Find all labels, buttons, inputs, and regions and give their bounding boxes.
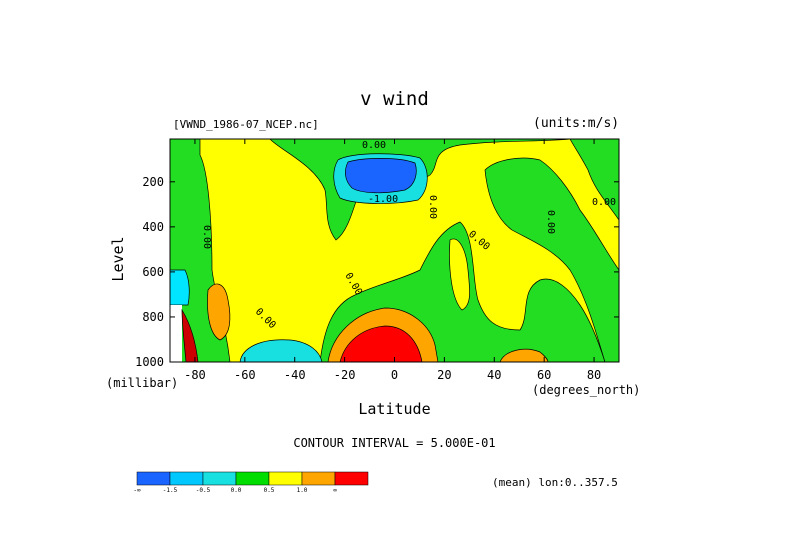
y-unit-label: (millibar): [106, 376, 179, 390]
contour-label: 0.00: [427, 195, 438, 219]
colorbar-swatch: [202, 471, 237, 486]
x-tick-label: -20: [334, 368, 356, 382]
contour-fill-orange-south: [207, 283, 231, 341]
contour-fill-yellow-island: [449, 238, 470, 311]
contour-fill-blue-jet: [345, 158, 417, 194]
units-label: (units:m/s): [533, 116, 620, 131]
mean-longitude-label: (mean) lon:0..357.5: [492, 476, 618, 489]
x-tick-label: -40: [284, 368, 306, 382]
y-axis: 200 400 600 800 1000: [135, 175, 619, 369]
colorbar-label: 0.0: [231, 487, 242, 494]
contour-fill-cyan-south: [239, 339, 323, 362]
x-tick-label: 20: [437, 368, 451, 382]
colorbar-swatch: [169, 471, 204, 486]
x-tick-label: -60: [234, 368, 256, 382]
y-tick-label: 600: [142, 265, 164, 279]
contour-fill-red-eq: [339, 325, 423, 362]
contour-plot: 0.00 0.00 0.00 0.00 0.00 0.00 0.00 0.00 …: [133, 138, 620, 494]
colorbar-label: -0.5: [196, 487, 211, 494]
y-tick-label: 200: [142, 175, 164, 189]
colorbar-swatch: [301, 471, 336, 486]
colorbar-swatch: [136, 471, 171, 486]
contour-label: 0.00: [545, 210, 556, 234]
colorbar-label: -1.5: [163, 487, 178, 494]
x-tick-label: 60: [537, 368, 551, 382]
x-tick-label: 0: [391, 368, 398, 382]
y-tick-label: 800: [142, 310, 164, 324]
colorbar-swatch: [268, 471, 303, 486]
y-tick-label: 1000: [135, 355, 164, 369]
contour-fill-orange-north: [499, 348, 549, 362]
contour-label: 0.00: [201, 225, 212, 249]
x-axis: -80 -60 -40 -20 0 20 40 60 80: [184, 139, 601, 382]
contour-label: -1.00: [368, 194, 398, 205]
colorbar-label: 1.0: [297, 487, 308, 494]
contour-label: 0.00: [362, 140, 386, 151]
contour-fill-green-right: [484, 157, 619, 362]
colorbar-swatch: [235, 471, 270, 486]
colorbar-swatch: [334, 471, 369, 486]
contour-fill-red-pole: [181, 308, 199, 362]
x-unit-label: (degrees_north): [532, 383, 641, 397]
filled-contours: [170, 139, 619, 362]
x-tick-label: -80: [184, 368, 206, 382]
contour-label: 0.00: [592, 197, 616, 208]
colorbar: -∞ -1.5 -0.5 0.0 0.5 1.0 ∞: [133, 471, 369, 494]
contour-interval-label: CONTOUR INTERVAL = 5.000E-01: [293, 436, 496, 450]
x-tick-label: 40: [487, 368, 501, 382]
colorbar-label: ∞: [333, 487, 337, 494]
y-tick-label: 400: [142, 220, 164, 234]
file-label: [VWND_1986-07_NCEP.nc]: [173, 118, 319, 131]
contour-fill-white-pole: [170, 305, 182, 362]
x-axis-label: Latitude: [358, 400, 431, 418]
chart-title: v wind: [360, 88, 429, 110]
colorbar-label: 0.5: [264, 487, 275, 494]
contour-fill-green-far-right: [569, 139, 619, 221]
x-tick-label: 80: [587, 368, 601, 382]
colorbar-label: -∞: [133, 487, 141, 494]
contour-fill-cyan-pole: [170, 269, 190, 306]
